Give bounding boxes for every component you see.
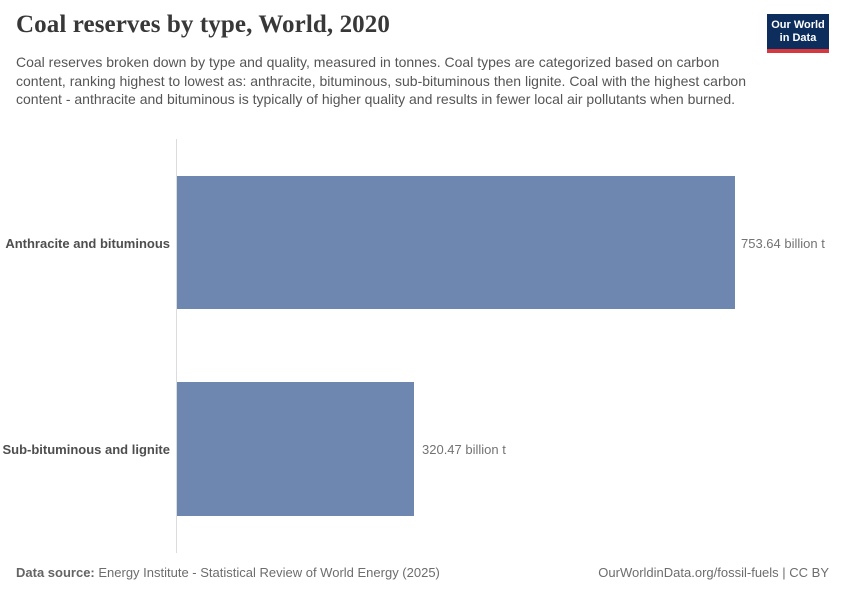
- bar-anthracite-and-bituminous[interactable]: [177, 176, 735, 309]
- bar-subbituminous-and-lignite[interactable]: [177, 382, 415, 516]
- value-label-anthracite: 753.64 billion t: [741, 236, 825, 251]
- attribution-link[interactable]: OurWorldinData.org/fossil-fuels | CC BY: [598, 565, 829, 580]
- owid-logo[interactable]: Our World in Data: [767, 14, 829, 53]
- owid-logo-line2: in Data: [779, 31, 817, 44]
- chart-title: Coal reserves by type, World, 2020: [16, 11, 390, 38]
- data-source-note: Data source: Energy Institute - Statisti…: [16, 565, 440, 581]
- data-source-label: Data source:: [16, 565, 95, 580]
- owid-logo-line1: Our World: [771, 18, 825, 31]
- value-label-subbituminous: 320.47 billion t: [422, 442, 506, 457]
- chart-subtitle: Coal reserves broken down by type and qu…: [16, 54, 746, 107]
- category-label-anthracite: Anthracite and bituminous: [5, 236, 170, 251]
- category-label-subbituminous: Sub-bituminous and lignite: [2, 442, 170, 457]
- data-source-text: Energy Institute - Statistical Review of…: [94, 565, 440, 580]
- y-axis-line: [176, 139, 177, 553]
